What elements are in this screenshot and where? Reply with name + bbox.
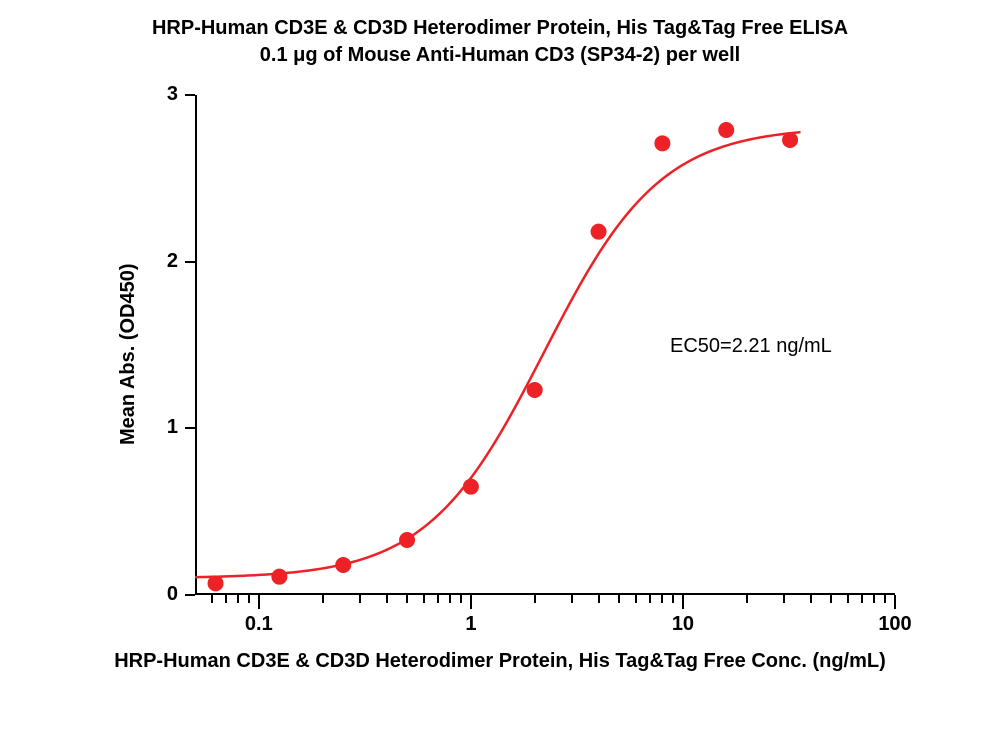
x-minor-tick xyxy=(672,595,674,603)
y-tick-label: 2 xyxy=(140,250,178,273)
x-minor-tick xyxy=(847,595,849,603)
x-minor-tick xyxy=(386,595,388,603)
x-minor-tick xyxy=(406,595,408,603)
data-point xyxy=(654,135,670,151)
x-minor-tick xyxy=(649,595,651,603)
x-minor-tick xyxy=(449,595,451,603)
x-minor-tick xyxy=(783,595,785,603)
x-minor-tick xyxy=(884,595,886,603)
data-point xyxy=(335,557,351,573)
x-minor-tick xyxy=(322,595,324,603)
x-tick-label: 0.1 xyxy=(219,613,299,636)
data-point xyxy=(463,479,479,495)
x-minor-tick xyxy=(618,595,620,603)
x-minor-tick xyxy=(211,595,213,603)
x-minor-tick xyxy=(598,595,600,603)
x-tick-label: 1 xyxy=(431,613,511,636)
y-axis-label: Mean Abs. (OD450) xyxy=(117,263,140,445)
x-minor-tick xyxy=(437,595,439,603)
x-major-tick xyxy=(258,595,260,609)
x-tick-label: 100 xyxy=(855,613,935,636)
x-minor-tick xyxy=(237,595,239,603)
data-point xyxy=(527,382,543,398)
x-minor-tick xyxy=(635,595,637,603)
x-major-tick xyxy=(894,595,896,609)
x-minor-tick xyxy=(830,595,832,603)
x-minor-tick xyxy=(810,595,812,603)
data-point xyxy=(399,532,415,548)
data-point xyxy=(782,132,798,148)
x-tick-label: 10 xyxy=(643,613,723,636)
y-tick xyxy=(185,594,195,596)
x-major-tick xyxy=(470,595,472,609)
x-axis-label: HRP-Human CD3E & CD3D Heterodimer Protei… xyxy=(0,650,1000,673)
y-tick xyxy=(185,261,195,263)
x-minor-tick xyxy=(861,595,863,603)
y-tick xyxy=(185,94,195,96)
y-tick-label: 0 xyxy=(140,583,178,606)
elisa-chart: HRP-Human CD3E & CD3D Heterodimer Protei… xyxy=(0,0,1000,729)
x-minor-tick xyxy=(534,595,536,603)
x-minor-tick xyxy=(460,595,462,603)
x-minor-tick xyxy=(225,595,227,603)
x-minor-tick xyxy=(873,595,875,603)
y-tick-label: 1 xyxy=(140,416,178,439)
data-point xyxy=(271,569,287,585)
x-minor-tick xyxy=(746,595,748,603)
y-tick xyxy=(185,427,195,429)
x-major-tick xyxy=(682,595,684,609)
x-minor-tick xyxy=(423,595,425,603)
x-minor-tick xyxy=(359,595,361,603)
x-minor-tick xyxy=(571,595,573,603)
data-point xyxy=(208,575,224,591)
data-point xyxy=(718,122,734,138)
data-point xyxy=(591,224,607,240)
y-tick-label: 3 xyxy=(140,83,178,106)
ec50-annotation: EC50=2.21 ng/mL xyxy=(670,335,832,358)
x-minor-tick xyxy=(661,595,663,603)
x-minor-tick xyxy=(248,595,250,603)
